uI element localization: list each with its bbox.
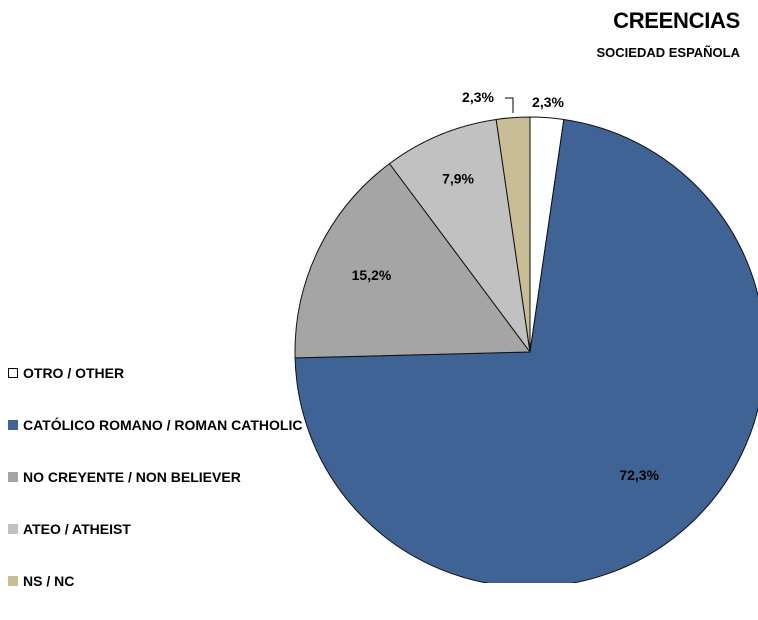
pie-slice <box>495 116 531 353</box>
slice-label: 72,3% <box>619 467 659 483</box>
legend-item-non-believer: NO CREYENTE / NON BELIEVER <box>8 464 302 490</box>
legend-item-atheist: ATEO / ATHEIST <box>8 516 302 542</box>
leader-line <box>505 97 514 113</box>
pie-chart: 2,3% 72,3% 15,2% 7,9% 2,3% <box>294 89 758 583</box>
slice-label: 7,9% <box>442 170 474 186</box>
legend-label: CATÓLICO ROMANO / ROMAN CATHOLIC <box>23 417 303 433</box>
legend-label: ATEO / ATHEIST <box>23 521 131 537</box>
slice-label: 2,3% <box>462 89 494 105</box>
slice-label: 15,2% <box>352 267 392 283</box>
chart-title: CREENCIAS <box>613 8 740 33</box>
legend-item-roman-catholic: CATÓLICO ROMANO / ROMAN CATHOLIC <box>8 412 302 438</box>
legend-swatch <box>8 576 18 586</box>
slice-label: 2,3% <box>532 94 564 110</box>
legend: OTRO / OTHER CATÓLICO ROMANO / ROMAN CAT… <box>8 360 302 620</box>
legend-swatch <box>8 524 18 534</box>
legend-label: NS / NC <box>23 573 75 589</box>
pie-slice <box>388 118 531 353</box>
pie-slice <box>294 118 758 583</box>
legend-swatch <box>8 420 18 430</box>
legend-label: OTRO / OTHER <box>23 365 125 381</box>
legend-swatch <box>8 472 18 482</box>
legend-swatch <box>8 368 18 378</box>
pie-slice <box>294 162 531 359</box>
legend-item-other: OTRO / OTHER <box>8 360 302 386</box>
legend-item-ns-nc: NS / NC <box>8 568 302 594</box>
chart-subtitle: SOCIEDAD ESPAÑOLA <box>596 45 741 60</box>
legend-label: NO CREYENTE / NON BELIEVER <box>23 469 241 485</box>
